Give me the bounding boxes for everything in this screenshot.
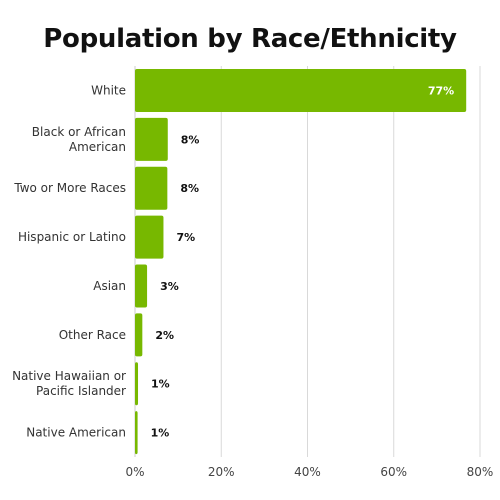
bar <box>135 362 139 406</box>
x-tick-label: 40% <box>294 465 321 479</box>
bar <box>135 264 148 308</box>
category-label: Hispanic or Latino <box>18 230 126 244</box>
x-tick-label: 20% <box>208 465 235 479</box>
value-label: 8% <box>181 133 200 146</box>
value-label: 7% <box>176 231 195 244</box>
bar <box>135 68 467 112</box>
value-label: 1% <box>151 427 170 440</box>
bar <box>135 166 168 210</box>
x-tick-label: 60% <box>380 465 407 479</box>
chart-title: Population by Race/Ethnicity <box>43 24 457 54</box>
category-label: Native Hawaiian or Pacific Islander <box>12 369 126 398</box>
value-label: 3% <box>160 280 179 293</box>
value-label: 1% <box>151 378 170 391</box>
value-label: 2% <box>155 329 174 342</box>
x-tick-label: 80% <box>467 465 494 479</box>
value-label: 77% <box>428 84 454 97</box>
bar <box>135 411 138 455</box>
value-label: 8% <box>180 182 199 195</box>
bar <box>135 313 143 357</box>
category-label: Asian <box>93 279 126 293</box>
bar <box>135 117 168 161</box>
category-label: Two or More Races <box>13 181 126 195</box>
category-label: Other Race <box>59 328 126 342</box>
category-label: Black or African American <box>32 125 126 154</box>
x-tick-label: 0% <box>125 465 144 479</box>
bar <box>135 215 164 259</box>
category-label: Native American <box>26 426 126 440</box>
category-label: White <box>91 83 126 97</box>
